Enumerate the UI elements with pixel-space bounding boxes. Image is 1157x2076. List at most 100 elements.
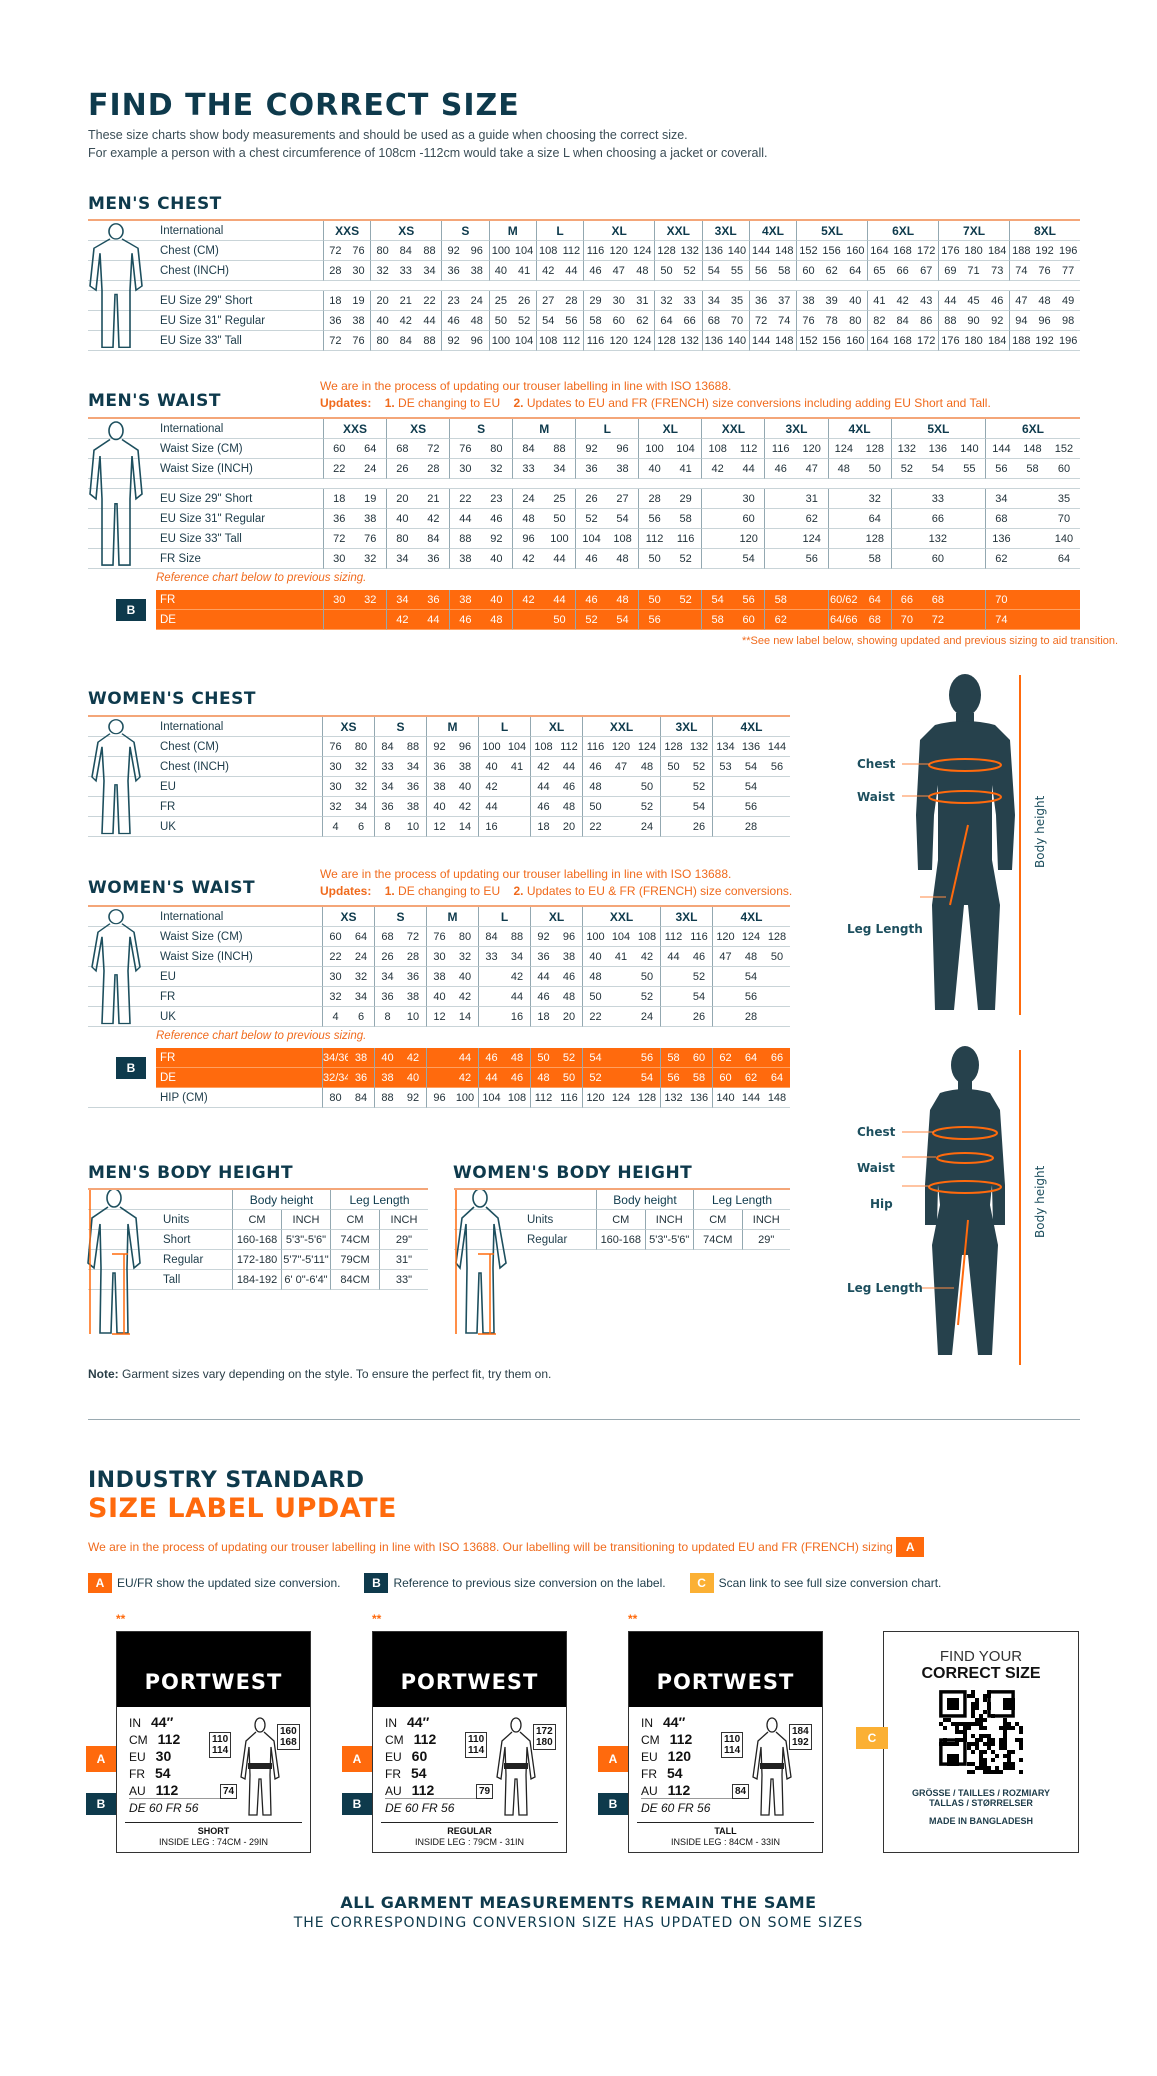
label-row: CM 112 bbox=[129, 1731, 180, 1748]
table-cell: 20 bbox=[556, 1007, 582, 1027]
table-cell: 74 bbox=[1009, 261, 1033, 281]
row-label: Chest (INCH) bbox=[88, 757, 322, 777]
table-cell: 37 bbox=[772, 291, 797, 311]
leg-box: 74 bbox=[220, 1784, 238, 1799]
table-cell bbox=[660, 777, 686, 797]
table-cell: 22 bbox=[582, 1007, 608, 1027]
table-cell: 80 bbox=[480, 439, 513, 459]
table-cell: 148 bbox=[772, 331, 797, 351]
table-cell: 56 bbox=[638, 509, 670, 529]
table-cell: 84 bbox=[393, 241, 418, 261]
table-grid: International XXS XS S M L XL XXL 3XL 4XL 5XL 6XL Wa… bbox=[88, 419, 1080, 569]
table-cell bbox=[660, 817, 686, 837]
fit-name: SHORT bbox=[197, 1826, 230, 1836]
table-cell: 92 bbox=[530, 927, 556, 947]
table-cell: 49 bbox=[1056, 291, 1080, 311]
label-key: FR bbox=[129, 1767, 145, 1781]
womens-chest-title: WOMEN'S CHEST bbox=[88, 689, 256, 709]
row-label: EU Size 29" Short bbox=[88, 489, 323, 509]
table-cell: 88 bbox=[938, 311, 962, 331]
photo-label-chest: Chest bbox=[857, 757, 896, 771]
table-cell bbox=[827, 489, 860, 509]
table-cell: 132 bbox=[660, 1088, 686, 1108]
table-cell: 38 bbox=[464, 261, 489, 281]
table-cell: 164 bbox=[867, 331, 891, 351]
table-cell: 6 bbox=[348, 817, 374, 837]
size-header: L bbox=[535, 221, 584, 241]
table-cell: 64/66 bbox=[827, 610, 860, 630]
table-cell: 68 bbox=[374, 927, 400, 947]
mens-chest-title: MEN'S CHEST bbox=[88, 194, 222, 214]
table-cell: 50 bbox=[543, 509, 576, 529]
womens-height-title: WOMEN'S BODY HEIGHT bbox=[453, 1163, 693, 1183]
row-label: FR bbox=[156, 1048, 322, 1068]
column-group: Leg Length bbox=[693, 1190, 790, 1210]
table-cell: 44 bbox=[449, 509, 481, 529]
photo-label-leg-length: Leg Length bbox=[847, 922, 923, 936]
table-cell: 26 bbox=[374, 947, 400, 967]
table-cell: 112 bbox=[530, 1088, 556, 1108]
table-cell: 72 bbox=[400, 927, 426, 947]
table-cell: 42 bbox=[512, 590, 544, 610]
table-cell: 40 bbox=[480, 549, 513, 569]
table-cell: 42 bbox=[400, 1048, 426, 1068]
row-label: Chest (INCH) bbox=[88, 261, 323, 281]
qr-code-icon[interactable] bbox=[938, 1689, 1024, 1775]
size-label-card: PORTWEST IN 44″ CM 112 EU 60 FR 54 AU 112 DE 60 FR … bbox=[372, 1631, 567, 1853]
label-row: IN 44″ bbox=[385, 1714, 436, 1731]
table-cell: 30 bbox=[322, 967, 348, 987]
header-label: International bbox=[88, 221, 323, 241]
label-update-kicker: INDUSTRY STANDARD bbox=[88, 1468, 365, 1493]
mens-waist-footnote: **See new label below, showing updated a… bbox=[742, 635, 1119, 647]
table-cell: 58 bbox=[660, 1048, 686, 1068]
table-cell: 38 bbox=[400, 987, 426, 1007]
updates-line: Updates: 1. DE changing to EU 2. Updates… bbox=[320, 395, 991, 412]
badge-b: B bbox=[116, 1057, 146, 1079]
table-cell: 38 bbox=[606, 459, 639, 479]
divider bbox=[88, 417, 1080, 419]
qr-made-in: MADE IN BANGLADESH bbox=[928, 1816, 1033, 1826]
table-cell: 36 bbox=[441, 261, 465, 281]
table-cell: 136 bbox=[701, 241, 726, 261]
label-key: AU bbox=[385, 1784, 402, 1798]
table-cell: 50 bbox=[764, 947, 790, 967]
woman-figure-icon bbox=[925, 1046, 1005, 1355]
update-text: Updates to EU and FR (FRENCH) size conve… bbox=[526, 396, 991, 410]
table-cell: 33 bbox=[512, 459, 544, 479]
table-cell: 188 bbox=[1009, 331, 1033, 351]
table-cell: 38 bbox=[426, 967, 452, 987]
table-cell bbox=[827, 549, 860, 569]
table-cell: 33 bbox=[374, 757, 400, 777]
table-cell: 32 bbox=[348, 967, 374, 987]
table-cell: 62 bbox=[738, 1068, 764, 1088]
table-cell: 34 bbox=[386, 590, 418, 610]
table-cell: 92 bbox=[985, 311, 1010, 331]
table-cell: 34 bbox=[543, 459, 576, 479]
table-cell: 100 bbox=[582, 927, 608, 947]
row-label: EU Size 29" Short bbox=[88, 291, 323, 311]
table-cell: 36 bbox=[426, 757, 452, 777]
size-header: XXL bbox=[582, 717, 660, 737]
label-key: CM bbox=[641, 1733, 660, 1747]
badge-a: A bbox=[342, 1746, 372, 1772]
label-key: IN bbox=[641, 1716, 653, 1730]
size-header: S bbox=[441, 221, 489, 241]
label-key: EU bbox=[129, 1750, 146, 1764]
table-cell: 46 bbox=[449, 610, 481, 630]
table-cell: 132 bbox=[686, 737, 712, 757]
table-cell: 38 bbox=[400, 797, 426, 817]
waist-box: 110 114 bbox=[465, 1732, 488, 1758]
table-cell: 180 bbox=[961, 331, 986, 351]
table-cell: 40 bbox=[370, 311, 394, 331]
table-cell: 42 bbox=[417, 509, 450, 529]
table-cell: 32 bbox=[859, 489, 891, 509]
table-cell: 84 bbox=[348, 1088, 374, 1108]
row-label: FR Size bbox=[88, 549, 323, 569]
note: Note: Garment sizes vary depending on th… bbox=[88, 1367, 551, 1381]
table-cell: 132 bbox=[677, 241, 702, 261]
size-header: L bbox=[478, 907, 530, 927]
table-cell: 69 bbox=[938, 261, 962, 281]
table-cell: 36 bbox=[400, 777, 426, 797]
table-cell: 56 bbox=[738, 797, 764, 817]
notice-line: We are in the process of updating our tr… bbox=[320, 379, 732, 393]
